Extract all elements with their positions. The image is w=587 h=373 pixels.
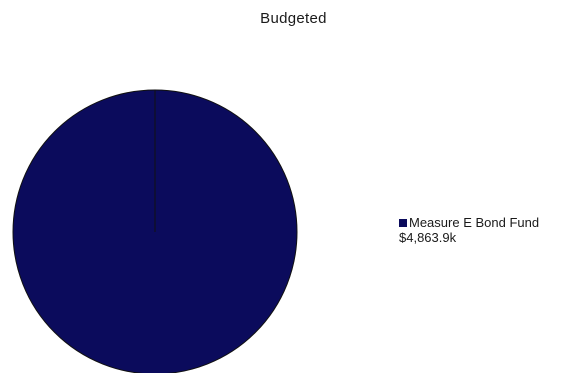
legend-value: $4,863.9k	[399, 230, 457, 245]
legend-label: Measure E Bond Fund	[409, 215, 540, 230]
legend-swatch	[399, 218, 407, 227]
chart-title: Budgeted	[260, 10, 327, 27]
legend: Measure E Bond Fund $4,863.9k	[399, 215, 539, 245]
legend-entry: Measure E Bond Fund	[399, 215, 539, 230]
